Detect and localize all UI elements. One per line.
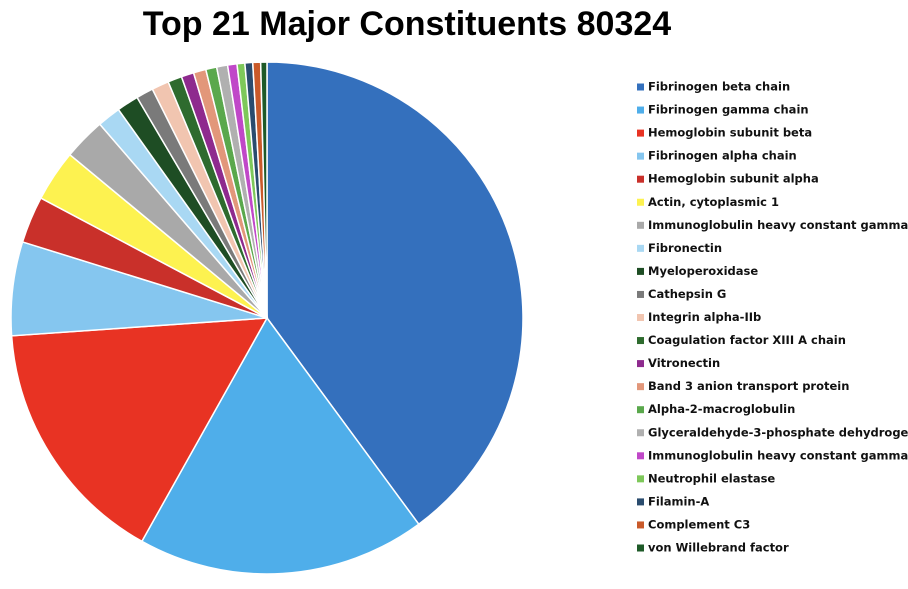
legend-label: Vitronectin — [648, 356, 720, 370]
legend-label: Cathepsin G — [648, 287, 726, 301]
legend-swatch — [637, 244, 644, 252]
legend-label: Fibrinogen beta chain — [648, 80, 790, 94]
legend-swatch — [637, 314, 644, 321]
legend-swatch — [637, 406, 644, 414]
legend-swatch — [637, 452, 644, 460]
legend-swatch — [637, 106, 644, 114]
legend-swatch — [637, 221, 644, 229]
legend-label: Hemoglobin subunit beta — [648, 126, 812, 140]
legend-swatch — [637, 475, 644, 483]
legend-swatch — [637, 521, 644, 529]
legend-swatch — [637, 544, 644, 552]
legend-label: Immunoglobulin heavy constant gamma 2 — [648, 448, 908, 462]
legend-label: Integrin alpha-IIb — [648, 310, 761, 324]
legend-swatch — [637, 290, 644, 298]
pie-slice — [10, 317, 269, 543]
legend-swatch — [637, 198, 644, 206]
legend-label: Neutrophil elastase — [648, 471, 775, 485]
legend-label: Glyceraldehyde-3-phosphate dehydrogenase — [648, 425, 908, 439]
legend-label: Myeloperoxidase — [648, 264, 758, 278]
legend-label: Hemoglobin subunit alpha — [648, 172, 819, 186]
legend-swatch — [637, 267, 644, 275]
legend-label: Actin, cytoplasmic 1 — [648, 195, 779, 209]
pie-slice — [266, 61, 524, 526]
legend-label: Alpha-2-macroglobulin — [648, 402, 795, 416]
legend-swatch — [637, 498, 644, 506]
legend-swatch — [637, 83, 644, 91]
legend-swatch — [637, 429, 644, 437]
legend-label: Coagulation factor XIII A chain — [648, 333, 846, 347]
chart-title: Top 21 Major Constituents 80324 — [143, 5, 671, 43]
legend-swatch — [637, 129, 644, 137]
legend-label: Complement C3 — [648, 517, 750, 531]
legend-swatch — [637, 152, 644, 160]
pie-slice — [259, 61, 268, 319]
pie-slice — [140, 316, 420, 575]
legend-label: Filamin-A — [648, 494, 709, 508]
legend-swatch — [637, 175, 644, 183]
legend-swatch — [637, 337, 644, 345]
legend-label: Band 3 anion transport protein — [648, 379, 849, 393]
legend-label: Fibronectin — [648, 241, 722, 255]
legend-label: Fibrinogen alpha chain — [648, 149, 797, 163]
legend-swatch — [637, 383, 644, 391]
legend-label: von Willebrand factor — [648, 541, 789, 555]
legend-label: Fibrinogen gamma chain — [648, 103, 809, 117]
legend-label: Immunoglobulin heavy constant gamma 1 — [648, 218, 908, 232]
legend-swatch — [637, 360, 644, 368]
